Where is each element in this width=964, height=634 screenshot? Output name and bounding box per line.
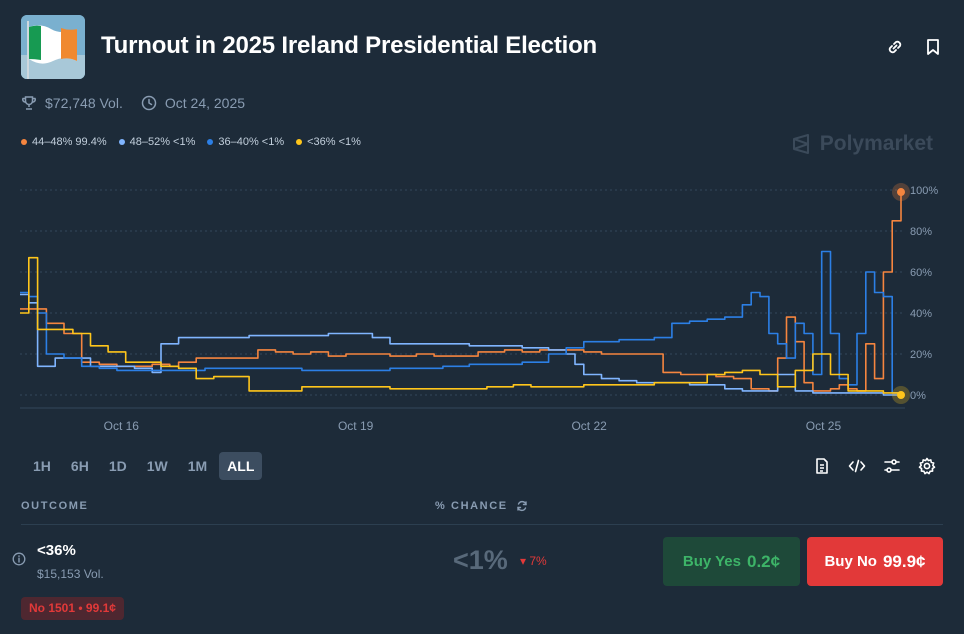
buy-yes-price: 0.2¢ — [747, 551, 781, 571]
chance-change: ▾ 7% — [520, 554, 547, 568]
y-tick-label: 20% — [910, 349, 932, 361]
market-header: Turnout in 2025 Ireland Presidential Ele… — [21, 15, 943, 79]
legend-label: 48–52% <1% — [129, 136, 196, 148]
market-volume: $72,748 Vol. — [45, 95, 123, 111]
chart-legend: 44–48% 99.4% 48–52% <1% 36–40% <1% <36% … — [21, 136, 361, 148]
polymarket-logo-icon — [792, 134, 809, 154]
series-end-point — [897, 188, 905, 197]
outcome-chance: <1% — [453, 545, 508, 575]
link-icon[interactable] — [885, 37, 905, 57]
buy-no-price: 99.9¢ — [882, 551, 926, 571]
brand-name: Polymarket — [819, 132, 933, 155]
legend-dot — [118, 139, 125, 145]
series-line — [20, 192, 902, 392]
legend-label: <36% <1% — [307, 136, 361, 148]
legend-dot — [207, 139, 214, 145]
range-6h[interactable]: 6H — [70, 458, 89, 474]
series-line — [20, 293, 901, 396]
market-end-date: Oct 24, 2025 — [164, 95, 246, 111]
range-1d[interactable]: 1D — [108, 458, 127, 474]
document-icon[interactable] — [813, 457, 831, 475]
info-icon[interactable] — [12, 552, 26, 566]
legend-item: 44–48% 99.4% — [21, 136, 107, 148]
polymarket-watermark: Polymarket — [791, 132, 933, 156]
y-tick-label: 40% — [910, 308, 932, 320]
range-1w[interactable]: 1W — [146, 458, 168, 474]
outcome-volume: $15,153 Vol. — [37, 567, 104, 581]
y-tick-label: 60% — [910, 267, 932, 279]
position-badge[interactable]: No 1501 • 99.1¢ — [21, 597, 124, 620]
time-range-selector: 1H 6H 1D 1W 1M ALL — [25, 452, 263, 480]
legend-dot — [21, 139, 27, 145]
legend-dot — [296, 139, 303, 145]
series-line — [20, 250, 902, 395]
settings-gear-icon[interactable] — [918, 457, 936, 475]
range-all[interactable]: ALL — [219, 452, 263, 480]
market-thumbnail — [21, 15, 85, 79]
embed-code-icon[interactable] — [848, 457, 866, 475]
legend-label: 36–40% <1% — [218, 136, 285, 148]
legend-item: 48–52% <1% — [118, 136, 196, 148]
outcome-name: <36% — [37, 542, 76, 559]
irish-flag-image — [21, 15, 85, 79]
trophy-icon — [22, 96, 36, 110]
legend-item: <36% <1% — [296, 136, 361, 148]
range-1m[interactable]: 1M — [187, 458, 208, 474]
page-title: Turnout in 2025 Ireland Presidential Ele… — [101, 32, 598, 59]
x-tick-label: Oct 22 — [571, 419, 607, 433]
clock-icon — [141, 95, 157, 111]
series-line — [20, 256, 902, 395]
buy-no-label: Buy No — [824, 553, 877, 570]
series-end-point — [897, 391, 905, 399]
price-chart[interactable]: 100% 80% 60% 40% 20% 0% Oct 16 Oct 19 Oct 22 Oct … — [0, 170, 964, 440]
market-meta: $72,748 Vol. Oct 24, 2025 — [21, 95, 245, 111]
y-tick-label: 100% — [910, 185, 938, 197]
refresh-icon[interactable] — [516, 500, 528, 512]
buy-yes-button[interactable]: Buy Yes 0.2¢ — [663, 537, 800, 586]
table-divider — [21, 524, 943, 525]
y-tick-label: 0% — [910, 390, 926, 402]
chance-column-header: % CHANCE — [435, 500, 528, 512]
buy-yes-label: Buy Yes — [682, 553, 741, 570]
range-1h[interactable]: 1H — [33, 458, 51, 474]
bookmark-icon[interactable] — [923, 37, 943, 57]
buy-no-button[interactable]: Buy No 99.9¢ — [807, 537, 943, 586]
outcome-column-header: OUTCOME — [21, 500, 89, 512]
legend-item: 36–40% <1% — [207, 136, 284, 148]
x-tick-label: Oct 25 — [806, 419, 842, 433]
y-tick-label: 80% — [910, 226, 932, 238]
chart-tools — [813, 457, 936, 475]
x-tick-label: Oct 16 — [104, 419, 140, 433]
chance-column-label: % CHANCE — [435, 500, 508, 512]
x-tick-label: Oct 19 — [338, 419, 374, 433]
sliders-icon[interactable] — [883, 457, 901, 475]
legend-label: 44–48% 99.4% — [32, 136, 107, 148]
